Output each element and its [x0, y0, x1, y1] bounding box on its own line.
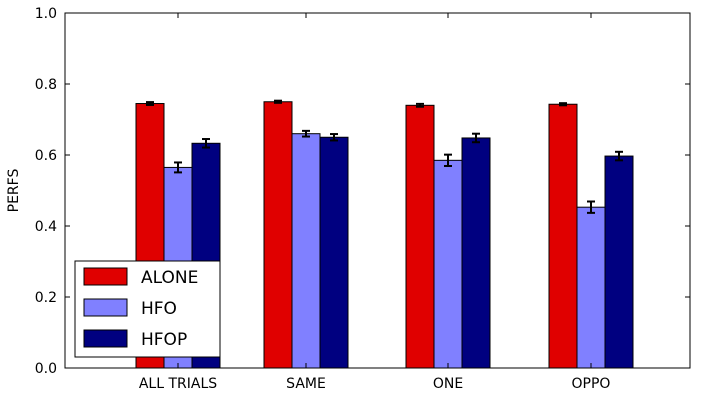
bar-alone-same — [263, 101, 293, 369]
x-tick-label: OPPO — [572, 376, 611, 392]
y-tick-label: 0.0 — [35, 361, 57, 377]
y-tick-label: 0.2 — [35, 290, 57, 306]
bar-alone-oppo — [548, 103, 578, 369]
legend-label-alone: ALONE — [141, 268, 198, 288]
legend-swatch-hfo — [83, 298, 128, 317]
bar-hfop-same — [319, 136, 349, 369]
bar-hfo-oppo — [576, 206, 606, 369]
legend-swatch-alone — [83, 267, 128, 286]
y-axis-title: PERFS — [6, 169, 22, 213]
legend-label-hfo: HFO — [141, 299, 177, 319]
error-bars-layer — [146, 99, 623, 214]
bar-hfop-one — [461, 137, 491, 369]
plot-frame — [64, 12, 691, 369]
bar-hfop-oppo — [604, 155, 634, 369]
x-tick-label: SAME — [286, 376, 326, 392]
y-tick-label: 0.6 — [35, 148, 57, 164]
bar-hfo-same — [291, 133, 321, 369]
legend-label-hfop: HFOP — [141, 330, 187, 350]
x-axis: ALL TRIALS SAME ONE OPPO — [139, 13, 611, 392]
legend: ALONE HFO HFOP — [74, 260, 221, 358]
bar-alone-one — [405, 104, 435, 369]
x-tick-label: ALL TRIALS — [139, 376, 217, 392]
y-axis: 0.0 0.2 0.4 0.6 0.8 1.0 — [35, 6, 690, 377]
bar-hfo-one — [433, 159, 463, 369]
y-tick-label: 1.0 — [35, 6, 57, 22]
x-tick-label: ONE — [433, 376, 463, 392]
y-tick-label: 0.8 — [35, 77, 57, 93]
y-tick-label: 0.4 — [35, 219, 57, 235]
legend-swatch-hfop — [83, 329, 128, 348]
